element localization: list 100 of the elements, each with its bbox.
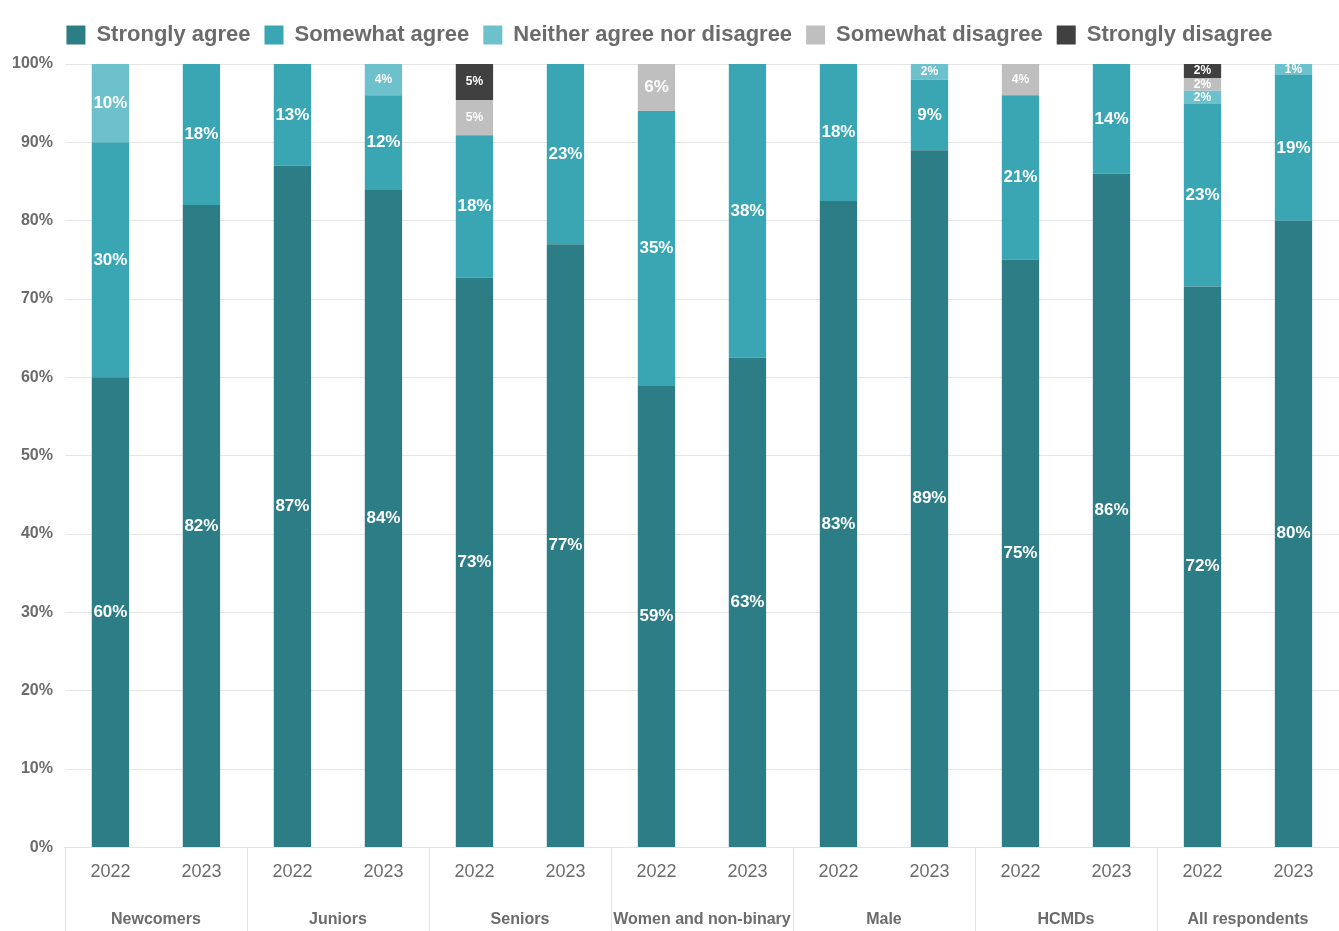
x-tick-label: 2022 [272,861,313,882]
bar [91,377,130,847]
x-tick-label: 2023 [363,861,404,882]
y-tick-label: 40% [20,524,53,542]
bar [364,189,403,847]
x-tick-label: 2023 [1091,861,1132,882]
bar [455,277,494,847]
data-label: 30% [93,249,128,269]
data-label: 89% [912,488,947,508]
legend-label: Neither agree nor disagree [513,21,793,47]
data-label: 2% [1193,76,1212,91]
bar [1183,286,1222,847]
bar [1183,103,1222,287]
y-tick-label: 30% [20,602,53,620]
bar [273,165,312,847]
legend-label: Strongly disagree [1086,21,1273,47]
x-tick-label: 2022 [1000,861,1041,882]
x-tick-label: 2022 [90,861,131,882]
y-tick-label: 10% [20,759,53,777]
data-label: 12% [366,132,401,152]
x-tick-label: 2023 [727,861,768,882]
x-tick-label: 2023 [1273,861,1314,882]
text: Newcomers [111,910,201,928]
text: HCMDs [1037,910,1095,928]
data-label: 83% [821,513,856,533]
data-label: 5% [465,109,484,124]
data-label: 87% [275,496,310,516]
text: Women and non-binary [613,910,791,928]
data-label: 9% [917,104,942,124]
data-label: 84% [366,507,401,527]
data-label: 18% [821,122,856,142]
x-tick-label: 2022 [636,861,677,882]
bar [182,64,221,206]
bar [1274,220,1313,847]
data-label: 4% [374,71,393,86]
data-label: 72% [1185,556,1220,576]
bar [364,95,403,190]
bar [1092,173,1131,847]
y-tick-label: 90% [20,132,53,150]
bar [728,357,767,847]
text: Juniors [309,910,367,928]
data-label: 13% [275,104,310,124]
data-label: 6% [644,77,669,97]
x-tick-label: 2023 [909,861,950,882]
x-tick-label: 2023 [545,861,586,882]
bar [546,244,585,847]
data-label: 82% [184,515,219,535]
data-label: 2% [1193,63,1212,78]
legend-label: Somewhat agree [294,21,470,47]
bar [1001,259,1040,847]
data-label: 18% [184,124,219,144]
data-label: 2% [920,64,939,79]
data-label: 19% [1276,137,1311,157]
text: Seniors [490,910,550,928]
y-tick-label: 70% [20,289,53,307]
y-tick-label: 100% [12,54,53,72]
y-tick-label: 0% [29,837,53,855]
bar [637,111,676,386]
bar [182,205,221,847]
data-label: 35% [639,237,674,257]
legend-label: Strongly agree [96,21,251,47]
x-tick-label: 2022 [454,861,495,882]
data-label: 2% [1193,89,1212,104]
bar [91,142,130,378]
data-label: 73% [457,552,492,572]
bar [728,64,767,358]
data-label: 10% [93,92,128,112]
data-label: 59% [639,605,674,625]
data-label: 38% [730,200,765,220]
y-tick-label: 20% [20,681,53,699]
data-label: 4% [1011,71,1030,86]
bar [546,64,585,245]
data-label: 18% [457,196,492,216]
bar [819,201,858,847]
data-label: 21% [1003,167,1038,187]
x-tick-label: 2023 [181,861,222,882]
text: All respondents [1187,910,1309,928]
data-label: 60% [93,601,128,621]
bar [1274,74,1313,221]
data-label: 80% [1276,523,1311,543]
data-label: 86% [1094,499,1129,519]
y-tick-label: 50% [20,446,53,464]
data-label: 14% [1094,108,1129,128]
bar [455,135,494,278]
bar [910,79,949,151]
bar [1092,64,1131,174]
data-label: 77% [548,535,583,555]
data-label: 63% [730,592,765,612]
data-label: 5% [465,74,484,89]
bar [637,385,676,847]
y-tick-label: 60% [20,367,53,385]
y-tick-label: 80% [20,211,53,229]
x-tick-label: 2022 [818,861,859,882]
bar [273,64,312,166]
bar [1001,95,1040,260]
text: Male [866,910,902,928]
data-label: 23% [548,143,583,163]
legend-label: Somewhat disagree [836,21,1043,47]
bar [819,64,858,202]
bar [91,64,130,143]
